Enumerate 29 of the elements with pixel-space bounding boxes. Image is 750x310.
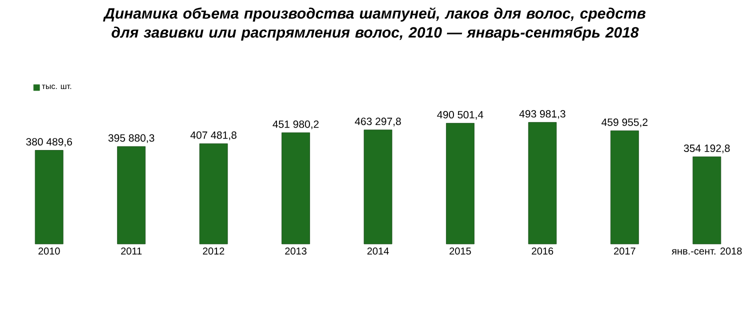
x-tick-label: 2013: [285, 248, 306, 255]
x-tick-label: 2010: [38, 248, 60, 255]
data-label: 451 980,2: [272, 120, 319, 130]
bar: [364, 130, 392, 244]
x-tick-label: 2014: [367, 248, 389, 255]
data-label: 490 501,4: [437, 110, 484, 120]
bar: [199, 143, 228, 244]
data-label: 463 297,8: [354, 118, 401, 126]
x-tick-label: 2011: [121, 248, 142, 255]
bar: [692, 156, 722, 244]
data-label: 380 489,6: [26, 138, 72, 147]
bar: [446, 122, 474, 244]
bar: [528, 122, 557, 244]
data-label: 354 192,8: [684, 144, 730, 154]
data-label: 395 880,3: [108, 134, 154, 143]
x-tick-label: янв.-сент. 2018: [672, 248, 742, 255]
bar: [610, 130, 639, 244]
bar: [117, 146, 146, 244]
chart-title: Динамика объема производства шампуней, лаков для волос, средств для завивки или распрямления волос, 2010 — январь-сентябрь 2018: [103, 7, 646, 41]
x-tick-label: 2015: [450, 248, 471, 255]
data-label: 407 481,8: [190, 131, 236, 140]
legend-label: тыс. шт.: [42, 84, 72, 90]
x-tick-label: 2012: [202, 248, 224, 255]
bar: [282, 132, 310, 244]
x-tick-label: 2016: [532, 248, 554, 255]
data-label: 459 955,2: [602, 118, 648, 128]
x-tick-label: 2017: [614, 248, 636, 255]
data-label: 493 981,3: [519, 110, 566, 119]
bar: [34, 150, 64, 244]
